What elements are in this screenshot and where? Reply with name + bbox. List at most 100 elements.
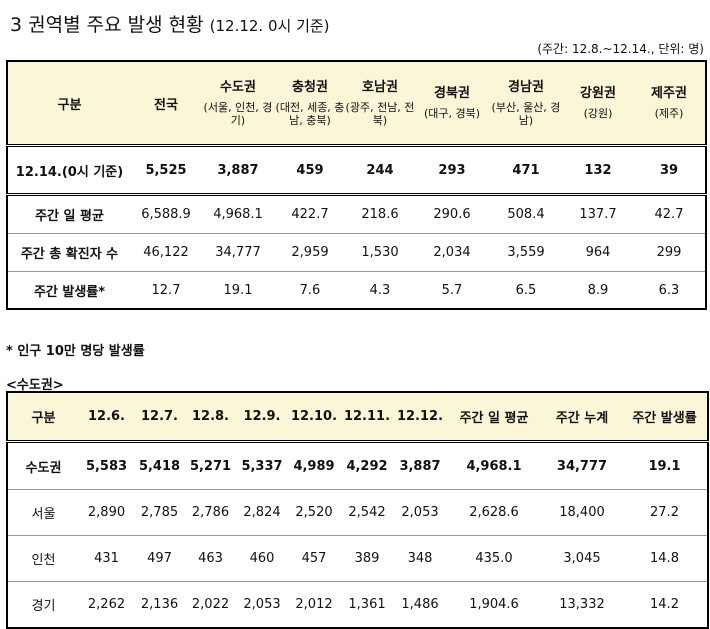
cell: 5.7 xyxy=(441,282,463,298)
page-title: 3 권역별 주요 발생 현황 (12.12. 0시 기준) xyxy=(10,10,330,37)
cell: 2,012 xyxy=(295,597,333,612)
cell: 42.7 xyxy=(633,194,706,234)
cell: 463 xyxy=(185,535,236,582)
row-label: 주간 총 확진자 수 xyxy=(7,233,131,272)
cell: 27.2 xyxy=(622,489,708,536)
cell: 5,583 xyxy=(79,441,134,490)
cell: 3,559 xyxy=(489,233,563,272)
cell: 2,959 xyxy=(275,233,345,272)
cell: 497 xyxy=(134,535,185,582)
column-header: 구분 xyxy=(7,392,79,443)
table-row: 12.14.(0시 기준) 5,525 3,887 459 244 293 47… xyxy=(7,145,706,196)
cell: 3,887 xyxy=(201,145,275,196)
cell: 137.7 xyxy=(563,194,633,234)
cell: 5,337 xyxy=(236,441,288,490)
cell: 2,034 xyxy=(415,233,489,272)
header-region: 호남권 (광주, 전남, 전북) xyxy=(345,61,415,147)
row-label: 경기 xyxy=(31,599,56,614)
cell: 471 xyxy=(489,145,563,196)
cell: 2,262 xyxy=(87,597,126,612)
cell: 12.7 xyxy=(151,282,181,298)
column-header: 12.6. xyxy=(79,392,134,443)
unit-note: (주간: 12.8.~12.14., 단위: 명) xyxy=(537,42,704,56)
cell: 2,053 xyxy=(243,597,281,612)
header-region: 충청권 (대전, 세종, 충남, 충북) xyxy=(275,61,345,147)
cell: 299 xyxy=(633,233,706,272)
column-header: 12.7. xyxy=(134,392,185,443)
cell: 6,588.9 xyxy=(131,194,201,234)
cell: 2,022 xyxy=(191,597,230,612)
cell: 19.1 xyxy=(223,282,253,298)
row-label: 주간 일 평균 xyxy=(7,194,131,234)
cell: 3,045 xyxy=(542,535,622,582)
header-region: 경북권 (대구, 경북) xyxy=(415,61,489,147)
cell: 1,904.6 xyxy=(469,597,519,612)
title-sub: (12.12. 0시 기준) xyxy=(209,17,330,35)
cell: 8.9 xyxy=(587,282,609,298)
cell: 2,786 xyxy=(185,489,236,536)
cell: 14.8 xyxy=(622,535,708,582)
cell: 4,968.1 xyxy=(446,441,542,490)
cell: 1,530 xyxy=(345,233,415,272)
cell: 2,824 xyxy=(236,489,288,536)
cell: 290.6 xyxy=(415,194,489,234)
cell: 293 xyxy=(415,145,489,196)
cell: 389 xyxy=(340,535,394,582)
column-header: 12.12. xyxy=(394,392,446,443)
cell: 508.4 xyxy=(489,194,563,234)
regional-summary-table: 구분 전국 수도권 (서울, 인천, 경기) 충청권 (대전, 세종, 충남, 충북… xyxy=(6,60,707,310)
cell: 422.7 xyxy=(275,194,345,234)
cell: 2,890 xyxy=(79,489,134,536)
cell: 457 xyxy=(288,535,340,582)
cell: 2,785 xyxy=(134,489,185,536)
cell: 18,400 xyxy=(542,489,622,536)
cell: 1,486 xyxy=(401,597,439,612)
column-header: 12.9. xyxy=(236,392,288,443)
cell: 4,292 xyxy=(340,441,394,490)
table-header-row: 구분 12.6. 12.7. 12.8. 12.9. 12.10. 12.11.… xyxy=(7,392,708,443)
cell: 435.0 xyxy=(446,535,542,582)
table-header-row: 구분 전국 수도권 (서울, 인천, 경기) 충청권 (대전, 세종, 충남, 충북… xyxy=(7,61,706,147)
cell: 348 xyxy=(394,535,446,582)
column-header: 12.11. xyxy=(340,392,394,443)
row-label: 인천 xyxy=(7,535,79,582)
table-row: 경기 2,262 2,136 2,022 2,053 2,012 1,361 1… xyxy=(7,582,708,629)
cell: 7.6 xyxy=(299,282,321,298)
cell: 460 xyxy=(236,535,288,582)
cell: 132 xyxy=(563,145,633,196)
column-header: 주간 발생률 xyxy=(622,392,708,443)
cell: 218.6 xyxy=(345,194,415,234)
header-label: 구분 xyxy=(7,61,131,147)
cell: 2,628.6 xyxy=(446,489,542,536)
cell: 6.3 xyxy=(658,282,680,298)
title-main: 3 권역별 주요 발생 현황 xyxy=(10,14,204,36)
cell: 19.1 xyxy=(622,441,708,490)
table-row: 주간 총 확진자 수 46,122 34,777 2,959 1,530 2,0… xyxy=(7,233,706,272)
cell: 2,542 xyxy=(340,489,394,536)
cell: 459 xyxy=(275,145,345,196)
table-row: 주간 일 평균 6,588.9 4,968.1 422.7 218.6 290.… xyxy=(7,194,706,234)
column-header: 주간 일 평균 xyxy=(446,392,542,443)
footnote: * 인구 10만 명당 발생률 xyxy=(6,344,145,359)
cell: 3,887 xyxy=(394,441,446,490)
row-label: 수도권 xyxy=(7,441,79,490)
cell: 431 xyxy=(79,535,134,582)
cell: 46,122 xyxy=(131,233,201,272)
cell: 5,271 xyxy=(185,441,236,490)
cell: 34,777 xyxy=(542,441,622,490)
cell: 244 xyxy=(345,145,415,196)
cell: 1,361 xyxy=(348,597,386,612)
row-label: 서울 xyxy=(7,489,79,536)
header-region: 경남권 (부산, 울산, 경남) xyxy=(489,61,563,147)
capital-area-table: 구분 12.6. 12.7. 12.8. 12.9. 12.10. 12.11.… xyxy=(6,391,709,629)
cell: 34,777 xyxy=(201,233,275,272)
column-header: 주간 누계 xyxy=(542,392,622,443)
header-national: 전국 xyxy=(131,61,201,147)
table-row: 인천 431 497 463 460 457 389 348 435.0 3,0… xyxy=(7,535,708,582)
cell: 2,520 xyxy=(288,489,340,536)
cell: 4.3 xyxy=(369,282,391,298)
cell: 39 xyxy=(633,145,706,196)
header-region: 제주권 (제주) xyxy=(633,61,706,147)
header-region: 강원권 (강원) xyxy=(563,61,633,147)
cell: 5,525 xyxy=(131,145,201,196)
